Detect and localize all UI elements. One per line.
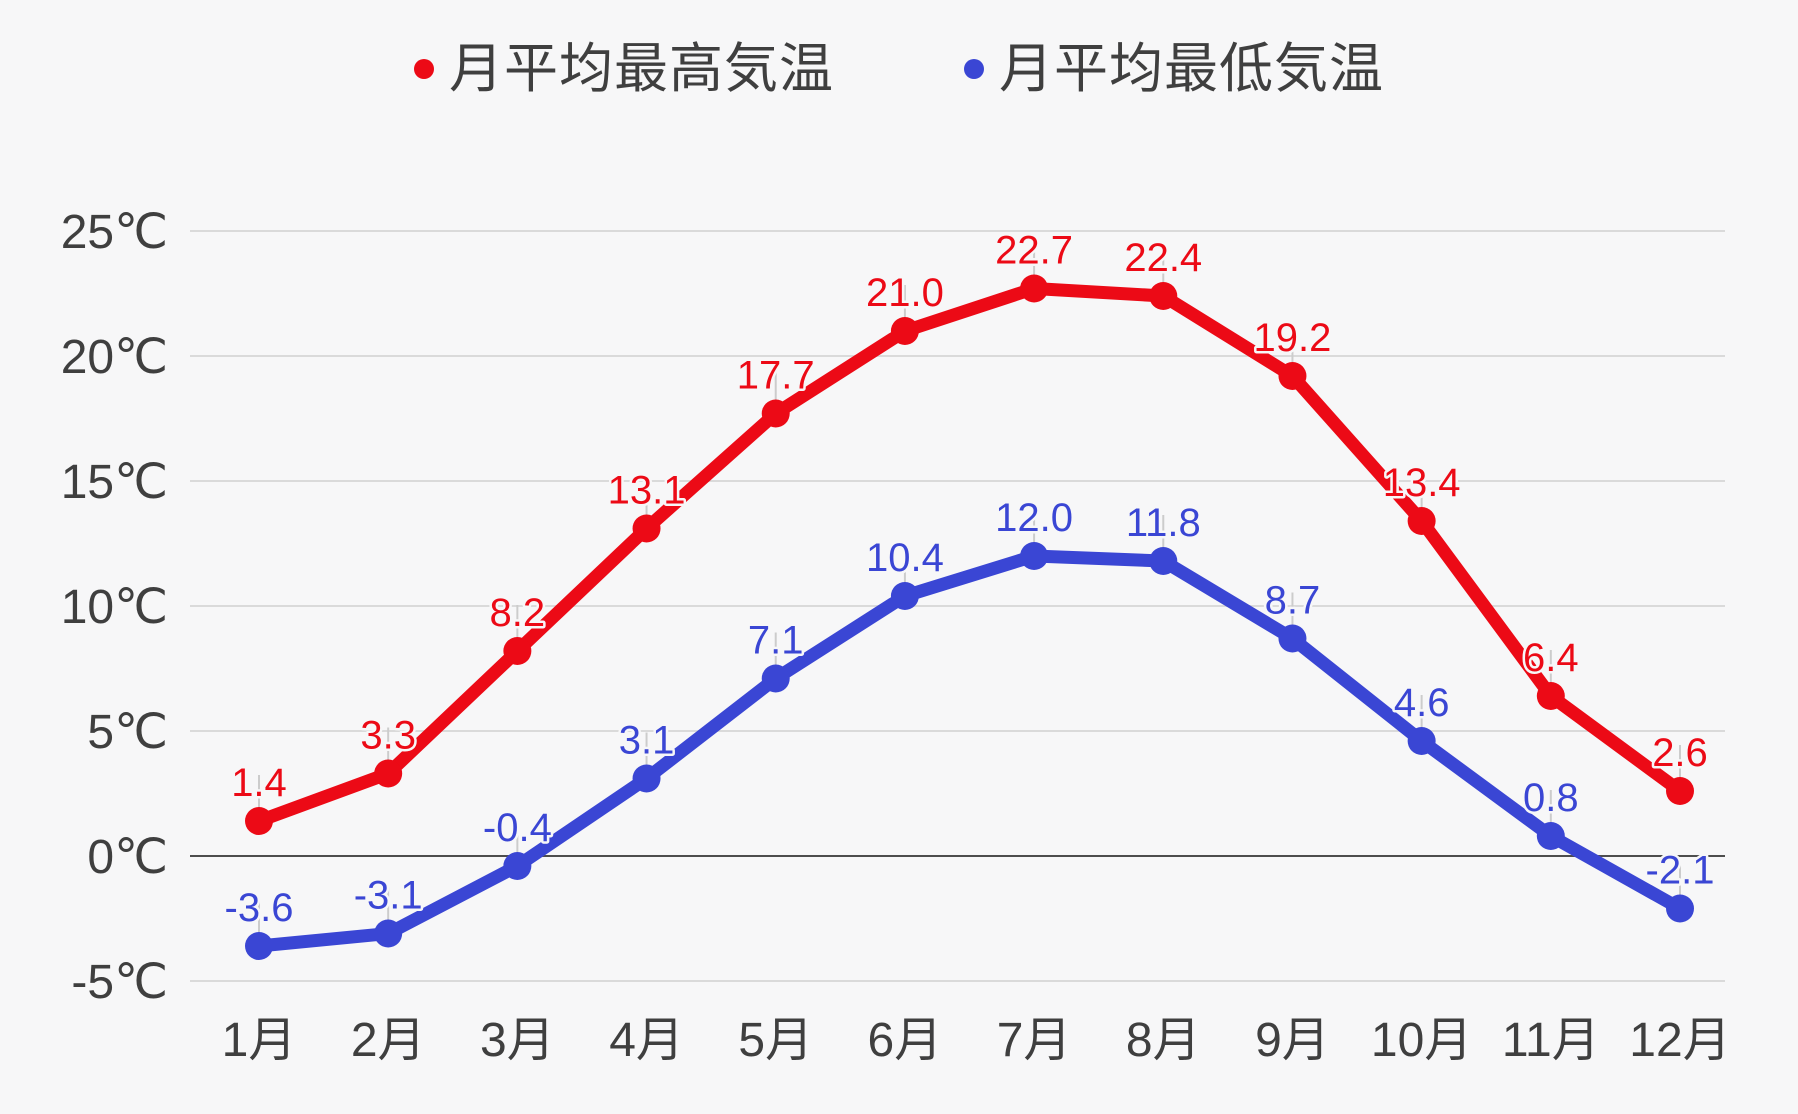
x-axis-tick-label: 3月 xyxy=(480,1014,555,1067)
min-temp-value-label: 10.4 xyxy=(866,536,944,580)
min-temp-point-7月[interactable] xyxy=(1020,542,1049,570)
chart-legend: 月平均最高気温 月平均最低気温 xyxy=(0,42,1798,96)
max-temp-value-label: 13.4 xyxy=(1383,461,1461,505)
legend-dot-max-temp-icon xyxy=(414,59,434,79)
max-temp-point-9月[interactable] xyxy=(1278,362,1307,390)
x-axis-tick-label: 9月 xyxy=(1255,1014,1330,1067)
min-temp-point-6月[interactable] xyxy=(890,582,919,610)
max-temp-point-10月[interactable] xyxy=(1407,507,1436,535)
y-axis-tick-label: 20℃ xyxy=(61,331,168,384)
x-axis-tick-label: 10月 xyxy=(1371,1014,1472,1067)
max-temp-point-6月[interactable] xyxy=(890,317,919,345)
max-temp-point-8月[interactable] xyxy=(1149,282,1178,310)
max-temp-value-label: 17.7 xyxy=(737,354,815,398)
max-temp-line xyxy=(252,282,1687,828)
max-temp-value-label: 22.7 xyxy=(995,229,1073,273)
min-temp-value-label: 11.8 xyxy=(1126,501,1201,545)
min-temp-point-4月[interactable] xyxy=(632,764,661,793)
legend-dot-min-temp-icon xyxy=(964,59,984,79)
x-axis-tick-label: 8月 xyxy=(1126,1014,1201,1067)
x-axis-tick-label: 6月 xyxy=(868,1014,943,1067)
max-temp-value-label: 13.1 xyxy=(608,469,686,513)
min-temp-value-label: -3.1 xyxy=(354,874,423,918)
max-temp-value-label: 21.0 xyxy=(866,271,944,315)
min-temp-point-11月[interactable] xyxy=(1536,822,1565,850)
min-temp-value-label: 3.1 xyxy=(619,719,675,763)
y-axis-tick-label: -5℃ xyxy=(71,956,168,1009)
y-axis-tick-label: 10℃ xyxy=(61,581,168,634)
min-temp-value-label: 12.0 xyxy=(995,496,1073,540)
min-temp-line xyxy=(252,549,1687,953)
min-temp-point-2月[interactable] xyxy=(374,919,403,948)
x-axis-tick-label: 4月 xyxy=(609,1014,684,1067)
x-axis-tick-label: 12月 xyxy=(1629,1014,1730,1067)
max-temp-value-label: 3.3 xyxy=(360,714,416,758)
min-temp-point-3月[interactable] xyxy=(503,852,532,880)
legend-label-min-temp: 月平均最低気温 xyxy=(999,39,1384,99)
legend-item-min-temp: 月平均最低気温 xyxy=(964,42,1384,96)
max-temp-point-2月[interactable] xyxy=(374,759,403,788)
min-temp-point-12月[interactable] xyxy=(1666,894,1694,923)
max-temp-value-label: 6.4 xyxy=(1523,636,1579,680)
x-axis-tick-label: 5月 xyxy=(738,1014,813,1067)
y-axis-tick-label: 15℃ xyxy=(61,456,168,509)
min-temp-point-10月[interactable] xyxy=(1407,727,1436,755)
max-temp-point-3月[interactable] xyxy=(503,637,532,665)
legend-label-max-temp: 月平均最高気温 xyxy=(449,39,834,99)
min-temp-value-label: 7.1 xyxy=(748,619,804,663)
x-axis-tick-label: 11月 xyxy=(1502,1014,1600,1067)
x-axis-tick-label: 2月 xyxy=(351,1014,426,1067)
max-temp-point-4月[interactable] xyxy=(632,514,661,543)
x-axis-tick-label: 7月 xyxy=(997,1014,1072,1067)
min-temp-value-label: -0.4 xyxy=(483,806,552,850)
max-temp-value-label: 2.6 xyxy=(1652,731,1708,775)
max-temp-point-1月[interactable] xyxy=(245,807,273,835)
min-temp-value-label: 0.8 xyxy=(1523,776,1579,820)
max-temp-value-label: 22.4 xyxy=(1124,236,1202,280)
max-temp-point-11月[interactable] xyxy=(1536,682,1565,710)
min-temp-point-8月[interactable] xyxy=(1149,547,1178,575)
max-temp-value-label: 19.2 xyxy=(1254,316,1332,360)
max-temp-point-12月[interactable] xyxy=(1666,777,1694,805)
min-temp-value-label: 4.6 xyxy=(1394,681,1450,725)
y-axis-tick-label: 25℃ xyxy=(61,206,168,259)
max-temp-value-label: 1.4 xyxy=(231,761,287,805)
min-temp-value-label: -2.1 xyxy=(1646,849,1715,893)
y-axis-tick-label: 5℃ xyxy=(87,706,168,759)
y-axis-tick-label: 0℃ xyxy=(87,831,168,884)
x-axis-tick-label: 1月 xyxy=(222,1014,297,1067)
min-temp-point-5月[interactable] xyxy=(761,664,790,693)
max-temp-point-7月[interactable] xyxy=(1020,274,1049,303)
legend-item-max-temp: 月平均最高気温 xyxy=(414,42,834,96)
min-temp-point-9月[interactable] xyxy=(1278,624,1307,653)
max-temp-value-label: 8.2 xyxy=(490,591,546,635)
min-temp-value-label: 8.7 xyxy=(1265,579,1321,623)
min-temp-point-1月[interactable] xyxy=(245,932,273,960)
min-temp-value-label: -3.6 xyxy=(225,886,294,930)
max-temp-point-5月[interactable] xyxy=(761,399,790,428)
